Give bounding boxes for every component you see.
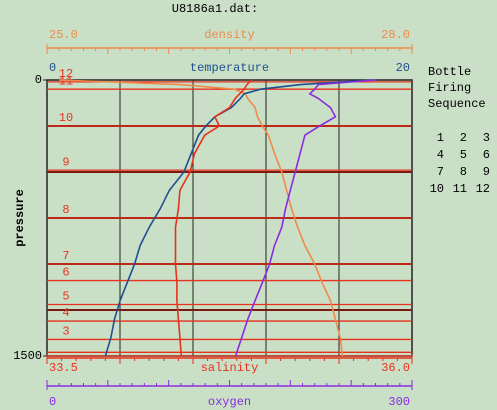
y-tick-label: 1500 <box>13 349 42 363</box>
x-tick-label: 0 <box>49 61 56 75</box>
sequence-number: 2 <box>460 131 467 145</box>
x-tick-label: 28.0 <box>381 28 410 42</box>
bottle-label: 8 <box>62 203 69 217</box>
sequence-number: 3 <box>483 131 490 145</box>
sequence-number: 7 <box>437 165 444 179</box>
axis-label: temperature <box>190 61 269 75</box>
sequence-number: 1 <box>437 131 444 145</box>
sequence-title: Bottle <box>428 65 471 79</box>
axis-label: oxygen <box>208 395 251 409</box>
bottle-label: 12 <box>59 67 73 81</box>
bottle-label: 6 <box>62 266 69 280</box>
x-tick-label: 300 <box>388 395 410 409</box>
x-tick-label: 36.0 <box>381 361 410 375</box>
bottle-label: 4 <box>62 306 69 320</box>
sequence-number: 10 <box>430 182 444 196</box>
x-tick-label: 20 <box>396 61 410 75</box>
sequence-number: 6 <box>483 148 490 162</box>
sequence-number: 12 <box>476 182 490 196</box>
sequence-title: Sequence <box>428 97 486 111</box>
sequence-number: 8 <box>460 165 467 179</box>
y-tick-label: 0 <box>35 73 42 87</box>
axis-label: density <box>204 28 254 42</box>
sequence-title: Firing <box>428 81 471 95</box>
x-tick-label: 0 <box>49 395 56 409</box>
bottle-label: 10 <box>59 111 73 125</box>
axis-label: salinity <box>201 361 259 375</box>
profile-line <box>59 79 344 357</box>
sequence-number: 11 <box>453 182 467 196</box>
bottle-label: 5 <box>62 290 69 304</box>
profile-line <box>104 79 372 357</box>
bottle-label: 9 <box>62 155 69 169</box>
profile-line <box>174 79 252 357</box>
sequence-number: 5 <box>460 148 467 162</box>
sequence-number: 9 <box>483 165 490 179</box>
file-title: U8186a1.dat: <box>172 2 258 16</box>
x-tick-label: 25.0 <box>49 28 78 42</box>
x-tick-label: 33.5 <box>49 361 78 375</box>
bottle-label: 3 <box>62 325 69 339</box>
bottle-label: 7 <box>62 249 69 263</box>
profile-line <box>234 79 376 357</box>
y-axis-label: pressure <box>13 189 27 247</box>
sequence-number: 4 <box>437 148 444 162</box>
